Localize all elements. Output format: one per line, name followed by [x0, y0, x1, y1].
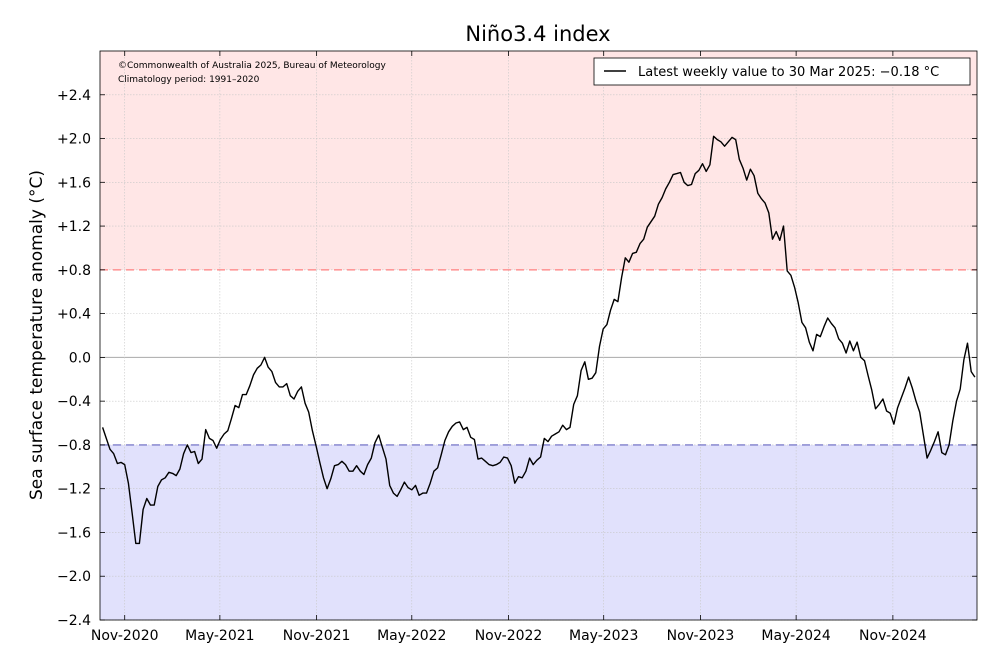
climatology-note: Climatology period: 1991–2020	[118, 75, 260, 85]
x-tick-label: May-2022	[377, 628, 446, 644]
y-tick-label: 0.0	[69, 350, 91, 366]
series-line	[101, 135, 976, 545]
y-tick-label: +2.4	[57, 88, 91, 104]
legend: Latest weekly value to 30 Mar 2025: −0.1…	[593, 57, 971, 86]
x-tick-label: Nov-2020	[91, 628, 159, 644]
x-tick-label: Nov-2023	[667, 628, 735, 644]
band-0	[100, 51, 977, 270]
y-tick-label: −0.8	[57, 438, 91, 454]
y-tick-label: −2.0	[57, 569, 91, 585]
x-tick-label: Nov-2024	[859, 628, 927, 644]
y-tick-label: +1.6	[57, 175, 91, 191]
x-tick-label: May-2023	[569, 628, 638, 644]
chart-title: Niño3.4 index	[465, 22, 610, 46]
x-tick-label: May-2021	[185, 628, 254, 644]
y-tick-label: −0.4	[57, 394, 91, 410]
y-tick-label: −1.2	[57, 482, 91, 498]
plot-frame	[99, 50, 978, 621]
x-axis: Nov-2020 May-2021 Nov-2021 May-2022 Nov-2022…	[91, 51, 927, 644]
x-tick-label: Nov-2022	[475, 628, 543, 644]
y-axis: −2.4 −2.0 −1.6 −1.2 −0.8 −0.4 0.0 +0.4 +0.8 +1.2 +…	[57, 88, 977, 629]
copyright-note: ©Commonwealth of Australia 2025, Bureau …	[118, 61, 387, 71]
anomaly-bands	[100, 51, 977, 620]
legend-label: Latest weekly value to 30 Mar 2025: −0.1…	[638, 65, 939, 80]
grid-lines	[100, 51, 977, 621]
x-tick-label: May-2024	[761, 628, 830, 644]
legend-box	[593, 57, 971, 86]
threshold-lines	[100, 269, 977, 446]
x-tick-label: Nov-2021	[283, 628, 351, 644]
y-tick-label: +0.4	[57, 307, 91, 323]
y-tick-label: −2.4	[57, 613, 91, 629]
y-tick-label: +0.8	[57, 263, 91, 279]
y-tick-label: +2.0	[57, 132, 91, 148]
y-tick-label: −1.6	[57, 525, 91, 541]
y-tick-label: +1.2	[57, 219, 91, 235]
y-axis-label: Sea surface temperature anomaly (°C)	[27, 170, 47, 500]
